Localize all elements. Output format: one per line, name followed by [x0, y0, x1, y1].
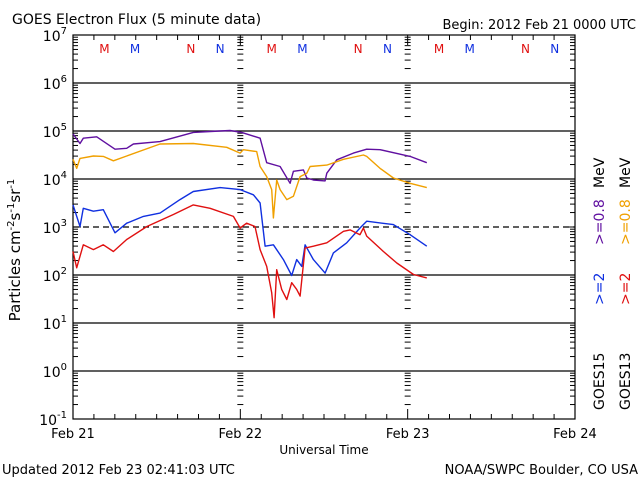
x-tick-label: Feb 23: [386, 427, 430, 442]
legend-goes15-ch1: >=2: [592, 273, 608, 305]
legend-goes13: GOES13 >=2 >=0.8 MeV: [618, 157, 634, 410]
legend-goes15-ch2: >=0.8: [592, 199, 608, 245]
begin-time: Begin: 2012 Feb 21 0000 UTC: [442, 18, 636, 33]
x-axis-label: Universal Time: [279, 443, 368, 457]
y-axis-label: Particles cm-2s-1sr-1: [6, 179, 24, 322]
local-time-marker: M: [130, 42, 140, 56]
x-tick-label: Feb 21: [51, 427, 95, 442]
local-time-marker: M: [465, 42, 475, 56]
y-tick-label: 10-1: [39, 410, 67, 429]
legend-goes15: GOES15 >=2 >=0.8 MeV: [592, 157, 608, 410]
series-line-0: [72, 129, 428, 184]
legend-goes13-ch1: >=2: [618, 273, 634, 305]
legend-goes13-ch2: >=0.8: [618, 199, 634, 245]
legend-goes13-unit: MeV: [618, 157, 634, 188]
updated-time: Updated 2012 Feb 23 02:41:03 UTC: [2, 463, 235, 478]
plot-frame: [72, 34, 576, 420]
local-time-marker: M: [267, 42, 277, 56]
x-tick-label: Feb 24: [553, 427, 597, 442]
y-tick-label: 103: [43, 218, 67, 237]
y-tick-label: 107: [43, 26, 67, 45]
local-time-marker: N: [354, 42, 363, 56]
y-tick-label: 105: [43, 122, 67, 141]
y-tick-label: 102: [43, 266, 67, 285]
y-tick-label: 100: [43, 362, 67, 381]
local-time-marker: M: [99, 42, 109, 56]
legend-goes15-unit: MeV: [592, 157, 608, 188]
local-time-marker: N: [521, 42, 530, 56]
y-tick-label: 106: [43, 74, 67, 93]
y-tick-label: 101: [43, 314, 67, 333]
local-time-marker: M: [434, 42, 444, 56]
local-time-marker: M: [297, 42, 307, 56]
local-time-marker: N: [186, 42, 195, 56]
credit: NOAA/SWPC Boulder, CO USA: [445, 463, 638, 478]
series-line-1: [72, 142, 427, 219]
x-tick-label: Feb 22: [218, 427, 262, 442]
local-time-marker: N: [550, 42, 559, 56]
y-tick-label: 104: [43, 170, 67, 189]
local-time-marker: N: [383, 42, 392, 56]
series-line-2: [72, 186, 428, 277]
series-line-3: [72, 204, 427, 319]
local-time-marker: N: [216, 42, 225, 56]
chart-title: GOES Electron Flux (5 minute data): [12, 12, 261, 28]
legend-goes13-sat: GOES13: [618, 353, 634, 410]
legend-goes15-sat: GOES15: [592, 353, 608, 410]
